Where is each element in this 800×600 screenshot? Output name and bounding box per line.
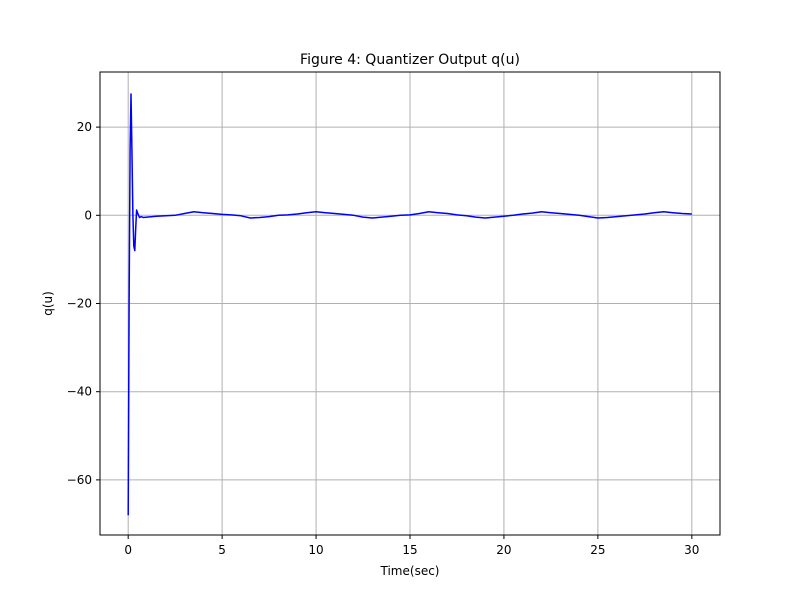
x-tick-label: 25 xyxy=(590,543,605,557)
x-tick-label: 10 xyxy=(308,543,323,557)
series-line xyxy=(127,93,692,516)
y-axis-ticks: −60 −40 −20 0 20 xyxy=(67,120,100,487)
y-tick-label: −20 xyxy=(67,297,92,311)
x-tick-label: 5 xyxy=(218,543,226,557)
x-tick-label: 15 xyxy=(402,543,417,557)
grid-lines xyxy=(100,72,720,535)
data-layer xyxy=(127,93,692,516)
y-axis-label: q(u) xyxy=(41,291,55,316)
x-tick-label: 20 xyxy=(496,543,511,557)
chart-title: Figure 4: Quantizer Output q(u) xyxy=(300,52,520,68)
y-tick-label: −40 xyxy=(67,385,92,399)
x-axis-label: Time(sec) xyxy=(380,564,440,578)
y-tick-label: 0 xyxy=(84,208,92,222)
x-tick-label: 30 xyxy=(684,543,699,557)
y-tick-label: −60 xyxy=(67,473,92,487)
x-axis-ticks: 0 5 10 15 20 25 30 xyxy=(124,535,699,557)
x-tick-label: 0 xyxy=(124,543,132,557)
y-tick-label: 20 xyxy=(77,120,92,134)
